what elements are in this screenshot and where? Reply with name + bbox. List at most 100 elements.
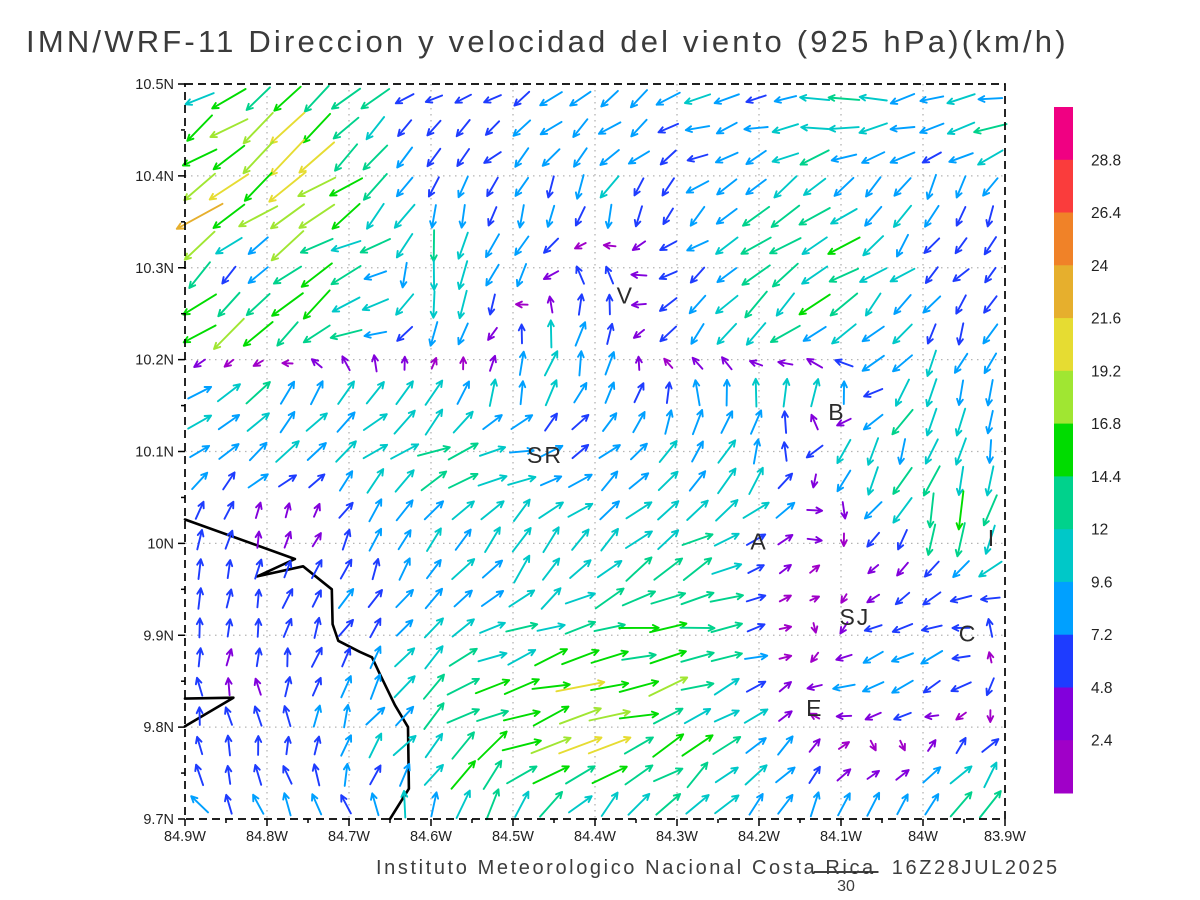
wind-arrow — [599, 175, 620, 199]
wind-arrow — [861, 325, 885, 343]
wind-arrow — [424, 732, 444, 759]
wind-arrow — [574, 242, 587, 250]
wind-arrow — [279, 380, 296, 405]
wind-arrow — [810, 473, 819, 489]
wind-arrow — [216, 383, 241, 403]
wind-arrow — [618, 624, 660, 632]
wind-arrow — [369, 645, 382, 670]
wind-arrow — [618, 679, 660, 693]
wind-arrow — [451, 731, 475, 760]
wind-arrow — [604, 381, 616, 404]
station-label: B — [828, 399, 845, 425]
wind-arrow — [861, 354, 885, 372]
wind-arrow — [395, 233, 414, 259]
wind-arrow — [777, 472, 794, 490]
wind-arrow — [602, 412, 618, 432]
wind-arrow — [715, 236, 739, 255]
wind-arrow — [539, 120, 563, 136]
wind-arrow — [714, 794, 740, 815]
colorbar-label: 24 — [1091, 258, 1109, 275]
wind-arrow — [752, 377, 760, 408]
wind-arrow — [862, 235, 885, 257]
wind-arrow — [252, 793, 265, 815]
wind-arrow — [949, 791, 973, 818]
wind-arrow — [685, 794, 710, 815]
wind-arrow — [831, 323, 857, 345]
axis-ticks — [178, 83, 1006, 826]
wind-arrow — [254, 618, 263, 638]
wind-arrow — [254, 558, 264, 580]
wind-arrow — [511, 527, 532, 553]
wind-arrow — [558, 736, 603, 755]
colorbar-segment — [1054, 159, 1073, 214]
wind-arrow — [599, 149, 620, 166]
wind-arrow — [606, 322, 615, 345]
wind-arrow — [658, 270, 678, 281]
wind-arrow — [601, 470, 619, 492]
wind-arrow — [484, 526, 501, 553]
wind-arrow — [716, 178, 738, 196]
wind-arrow — [659, 149, 677, 166]
wind-arrow — [310, 646, 323, 668]
wind-arrow — [605, 293, 614, 316]
colorbar-segment — [1054, 265, 1073, 319]
wind-arrow — [633, 177, 645, 197]
wind-arrow — [430, 259, 438, 291]
wind-arrow — [983, 761, 998, 789]
station-label: C — [959, 620, 978, 646]
wind-arrow — [889, 267, 916, 283]
wind-arrow — [424, 587, 444, 610]
wind-arrow — [686, 240, 709, 252]
wind-arrow — [985, 409, 994, 435]
wind-arrow — [252, 359, 264, 367]
wind-arrow — [512, 119, 532, 137]
wind-arrow — [283, 559, 293, 579]
wind-arrow — [715, 294, 739, 315]
colorbar-segment — [1054, 687, 1073, 741]
footer-caption: Instituto Meteorologico Nacional Costa R… — [376, 857, 1060, 880]
wind-arrow — [955, 175, 967, 199]
wind-arrow — [714, 151, 739, 164]
wind-arrow — [270, 203, 305, 230]
wind-arrow — [330, 240, 362, 253]
wind-arrow — [306, 442, 327, 461]
wind-arrow — [568, 795, 593, 814]
y-tick-label: 10.5N — [135, 77, 174, 93]
wind-arrow — [546, 175, 555, 199]
wind-arrow — [624, 764, 654, 786]
wind-arrow — [690, 323, 705, 345]
wind-arrow — [208, 173, 250, 201]
wind-arrow — [866, 791, 881, 817]
wind-arrow — [778, 681, 792, 693]
wind-arrow — [924, 793, 940, 816]
wind-arrow — [505, 621, 539, 633]
wind-arrow — [457, 322, 469, 346]
wind-arrow — [954, 437, 967, 466]
wind-arrow — [506, 765, 538, 785]
wind-arrow — [447, 442, 479, 461]
wind-arrow — [395, 499, 414, 522]
wind-arrow — [426, 119, 442, 137]
wind-arrow — [479, 621, 506, 634]
wind-arrow — [657, 470, 679, 492]
wind-arrow — [370, 792, 380, 817]
wind-arrow — [458, 204, 467, 229]
wind-arrow — [182, 324, 217, 344]
wind-arrow — [866, 769, 880, 780]
wind-arrow — [837, 741, 850, 750]
wind-arrow — [224, 764, 233, 785]
wind-arrow — [337, 588, 355, 609]
wind-arrow — [450, 760, 476, 790]
wind-arrow — [621, 651, 657, 661]
wind-arrow — [513, 90, 531, 107]
wind-arrow — [604, 351, 616, 376]
wind-arrow — [836, 469, 852, 493]
wind-arrow — [713, 677, 740, 696]
wind-arrow — [453, 589, 473, 608]
wind-arrow — [596, 560, 623, 579]
wind-arrow — [342, 762, 351, 787]
wind-arrow — [889, 151, 916, 164]
wind-arrow — [196, 587, 204, 610]
wind-arrow — [683, 708, 712, 725]
wind-arrow — [658, 440, 678, 463]
